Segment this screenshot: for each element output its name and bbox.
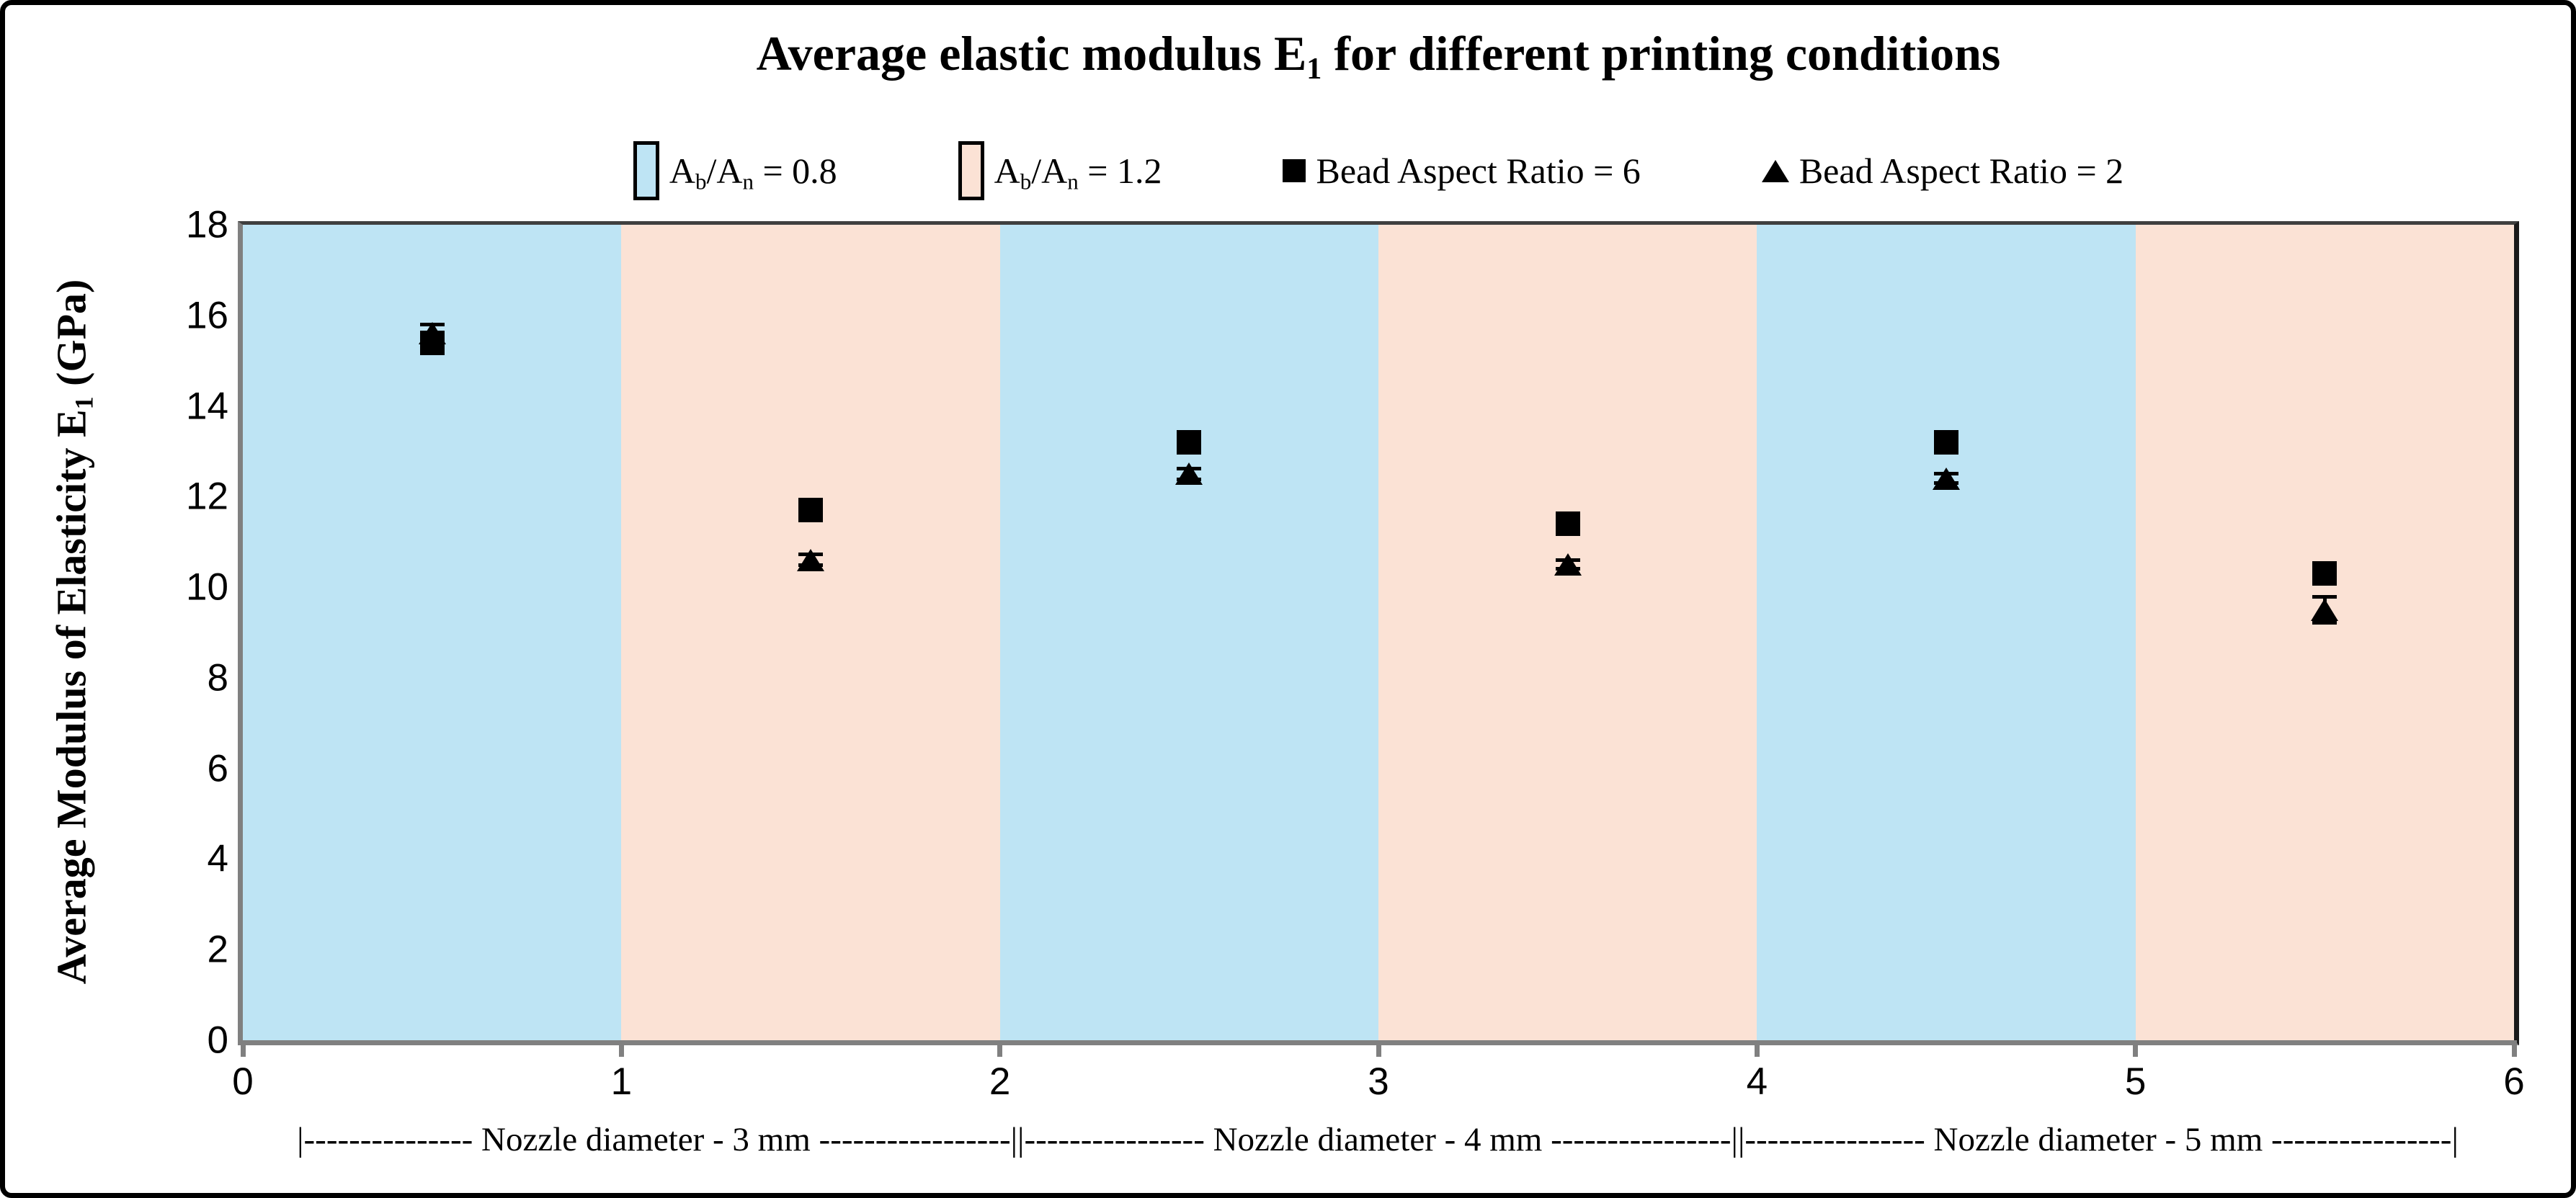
data-point-triangle-bead-ar-2 — [2311, 599, 2339, 622]
blue-band-swatch-icon — [633, 141, 659, 200]
y-axis-tick-labels: 0 2 4 6 8 10 12 14 16 18 — [92, 204, 228, 1062]
y-axis-title-text-2: (GPa) — [48, 279, 95, 397]
legend-item-ab-an-0.8: Ab/An = 0.8 — [633, 141, 837, 200]
legend-text: /A — [706, 151, 743, 191]
legend-text: = 1.2 — [1078, 151, 1162, 191]
x-axis-tick-label: 4 — [1746, 1060, 1768, 1103]
data-point-square-bead-ar-6 — [1934, 429, 1958, 455]
x-axis-tick — [240, 1040, 246, 1057]
triangle-marker-icon — [1761, 159, 1789, 182]
background-band-peach — [2135, 225, 2514, 1040]
x-axis-tick — [1376, 1040, 1381, 1057]
x-axis-tick — [1754, 1040, 1760, 1057]
y-axis-tick-label: 8 — [207, 656, 228, 699]
y-axis-tick-label: 12 — [186, 475, 228, 518]
data-point-square-bead-ar-6 — [1177, 429, 1202, 455]
data-point-triangle-bead-ar-2 — [797, 548, 824, 571]
y-axis-title: Average Modulus of Elasticity E1 (GPa) — [48, 279, 99, 985]
y-axis-title-text: Average Modulus of Elasticity E — [48, 409, 95, 985]
data-point-square-bead-ar-6 — [798, 498, 823, 523]
legend-subscript: b — [1020, 169, 1032, 195]
y-axis-tick-label: 6 — [207, 747, 228, 790]
legend: Ab/An = 0.8 Ab/An = 1.2 Bead Aspect Rati… — [243, 133, 2514, 208]
data-point-square-bead-ar-6 — [1555, 511, 1580, 537]
x-axis-group-annotation: |--------------- Nozzle diameter - 3 mm … — [297, 1121, 2459, 1158]
data-point-triangle-bead-ar-2 — [1175, 462, 1203, 486]
background-band-blue — [1757, 225, 2136, 1040]
background-band-blue — [999, 225, 1378, 1040]
x-axis-tick-label: 3 — [1368, 1060, 1389, 1103]
x-axis-tick — [997, 1040, 1003, 1057]
error-bar-cap-bottom — [2312, 620, 2337, 625]
y-axis-tick-label: 4 — [207, 837, 228, 880]
chart-title-text-2: for different printing conditions — [1322, 26, 2001, 81]
data-point-square-bead-ar-6 — [2312, 561, 2337, 586]
square-marker-icon — [1283, 159, 1306, 182]
x-axis-tick-label: 2 — [989, 1060, 1011, 1103]
legend-text: = 0.8 — [753, 151, 837, 191]
chart-title-subscript: 1 — [1306, 51, 1322, 86]
background-band-peach — [1378, 225, 1757, 1040]
y-axis-tick-label: 14 — [186, 385, 228, 428]
data-point-triangle-bead-ar-2 — [418, 322, 446, 345]
chart-title-text: Average elastic modulus E — [756, 26, 1307, 81]
plot-area — [238, 221, 2519, 1057]
y-axis-tick-label: 16 — [186, 294, 228, 337]
x-axis-tick-label: 6 — [2503, 1060, 2525, 1103]
chart-title: Average elastic modulus E1 for different… — [243, 25, 2514, 84]
x-axis-tick-label: 1 — [610, 1060, 633, 1103]
legend-label-bead-ar-6: Bead Aspect Ratio = 6 — [1316, 151, 1641, 191]
y-axis-tick-label: 0 — [207, 1019, 228, 1062]
legend-subscript: b — [695, 169, 707, 195]
data-point-triangle-bead-ar-2 — [1554, 553, 1582, 576]
x-axis-tick — [618, 1040, 624, 1057]
x-axis-tick-label: 5 — [2124, 1060, 2147, 1103]
background-band-peach — [621, 225, 1000, 1040]
legend-text: A — [994, 151, 1020, 191]
peach-band-swatch-icon — [958, 141, 984, 200]
x-axis-tick — [2133, 1040, 2139, 1057]
y-axis-tick-label: 18 — [186, 203, 228, 246]
legend-text: /A — [1031, 151, 1068, 191]
error-bar-cap-top — [2312, 595, 2337, 599]
legend-label-bead-ar-2: Bead Aspect Ratio = 2 — [1799, 151, 2124, 191]
x-axis-tick-labels: 0 1 2 3 4 5 6 — [5, 1060, 2571, 1103]
legend-subscript: n — [1067, 169, 1079, 195]
x-axis-tick — [2511, 1040, 2517, 1057]
y-axis-tick-label: 2 — [207, 928, 228, 971]
data-point-triangle-bead-ar-2 — [1933, 467, 1960, 490]
legend-label-ab-an-1.2: Ab/An = 1.2 — [994, 150, 1162, 195]
legend-text: A — [669, 151, 695, 191]
y-axis-tick-label: 10 — [186, 566, 228, 609]
legend-item-ab-an-1.2: Ab/An = 1.2 — [958, 141, 1162, 200]
legend-item-bead-ar-6: Bead Aspect Ratio = 6 — [1283, 150, 1641, 192]
legend-subscript: n — [742, 169, 754, 195]
background-band-blue — [243, 225, 622, 1040]
legend-label-ab-an-0.8: Ab/An = 0.8 — [669, 150, 837, 195]
x-axis-tick-label: 0 — [232, 1060, 254, 1103]
legend-item-bead-ar-2: Bead Aspect Ratio = 2 — [1761, 150, 2124, 192]
